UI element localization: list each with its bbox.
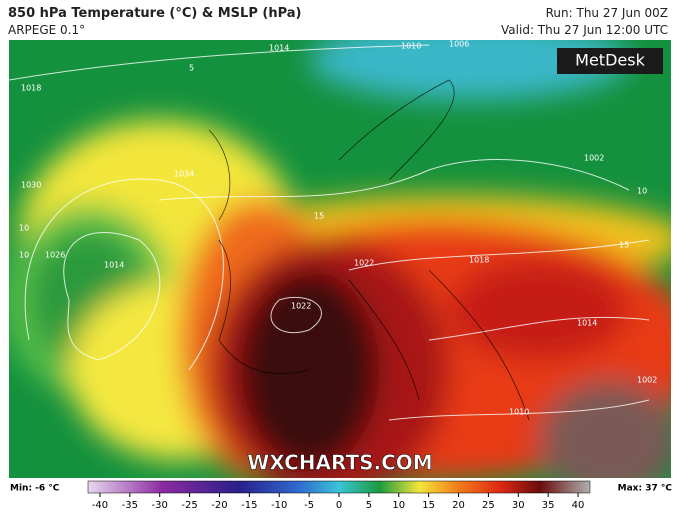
tick-label: -40 xyxy=(92,500,108,511)
tick-label: -35 xyxy=(122,500,138,511)
tick-label: -15 xyxy=(241,500,257,511)
tick-label: -30 xyxy=(152,500,168,511)
isobars xyxy=(9,44,650,421)
tick-label: -5 xyxy=(304,500,314,511)
min-label: Min: -6 °C xyxy=(10,484,60,494)
max-label: Max: 37 °C xyxy=(618,484,673,494)
logo-box xyxy=(557,48,663,74)
valid: Valid: Thu 27 Jun 12:00 UTC xyxy=(501,23,668,37)
model: ARPEGE 0.1° xyxy=(8,23,86,37)
map-label: 1018 xyxy=(469,256,489,265)
title: 850 hPa Temperature (°C) & MSLP (hPa) xyxy=(8,6,302,21)
map-label: 1014 xyxy=(269,44,289,53)
colorbar-ramp xyxy=(87,480,591,494)
tick-label: 30 xyxy=(512,500,525,511)
watermark: WXCHARTS.COM xyxy=(247,451,432,475)
map-label: 1022 xyxy=(291,302,311,311)
tick-label: 35 xyxy=(542,500,555,511)
tick-label: 5 xyxy=(366,500,372,511)
map-label: 1002 xyxy=(584,154,604,163)
temperature-field xyxy=(9,40,671,478)
map-label: 1026 xyxy=(45,251,65,260)
coastlines xyxy=(208,79,530,421)
tick-label: -10 xyxy=(271,500,287,511)
tick-label: 0 xyxy=(336,500,342,511)
map-label: 1018 xyxy=(21,84,41,93)
map-label: 1014 xyxy=(104,261,124,270)
tick-label: 15 xyxy=(422,500,435,511)
map-label: 1010 xyxy=(401,42,421,51)
tick-label: -25 xyxy=(181,500,197,511)
map-label: 10 xyxy=(19,224,29,233)
map-label: 5 xyxy=(189,64,194,73)
map-label: 10 xyxy=(19,251,29,260)
tick-label: 25 xyxy=(482,500,495,511)
map-label: 1030 xyxy=(21,181,41,190)
map-label: 1002 xyxy=(637,376,657,385)
map-label: 1014 xyxy=(577,319,597,328)
map-label: 15 xyxy=(314,212,324,221)
map-label: 1022 xyxy=(354,259,374,268)
run: Run: Thu 27 Jun 00Z xyxy=(545,6,668,20)
tick-label: 10 xyxy=(392,500,405,511)
map-label: 1034 xyxy=(174,170,194,179)
tick-label: -20 xyxy=(211,500,227,511)
colorbar: Min: -6 °C Max: 37 °C -40 -35 -30 -25 -20 -15… xyxy=(10,480,673,511)
map-label: 1010 xyxy=(509,408,529,417)
logo: MetDesk xyxy=(575,51,645,70)
map-label: 10 xyxy=(637,187,647,196)
tick-label: 40 xyxy=(572,500,585,511)
map-label: 1006 xyxy=(449,40,469,49)
tick-label: 20 xyxy=(452,500,465,511)
map-label: 15 xyxy=(619,241,629,250)
